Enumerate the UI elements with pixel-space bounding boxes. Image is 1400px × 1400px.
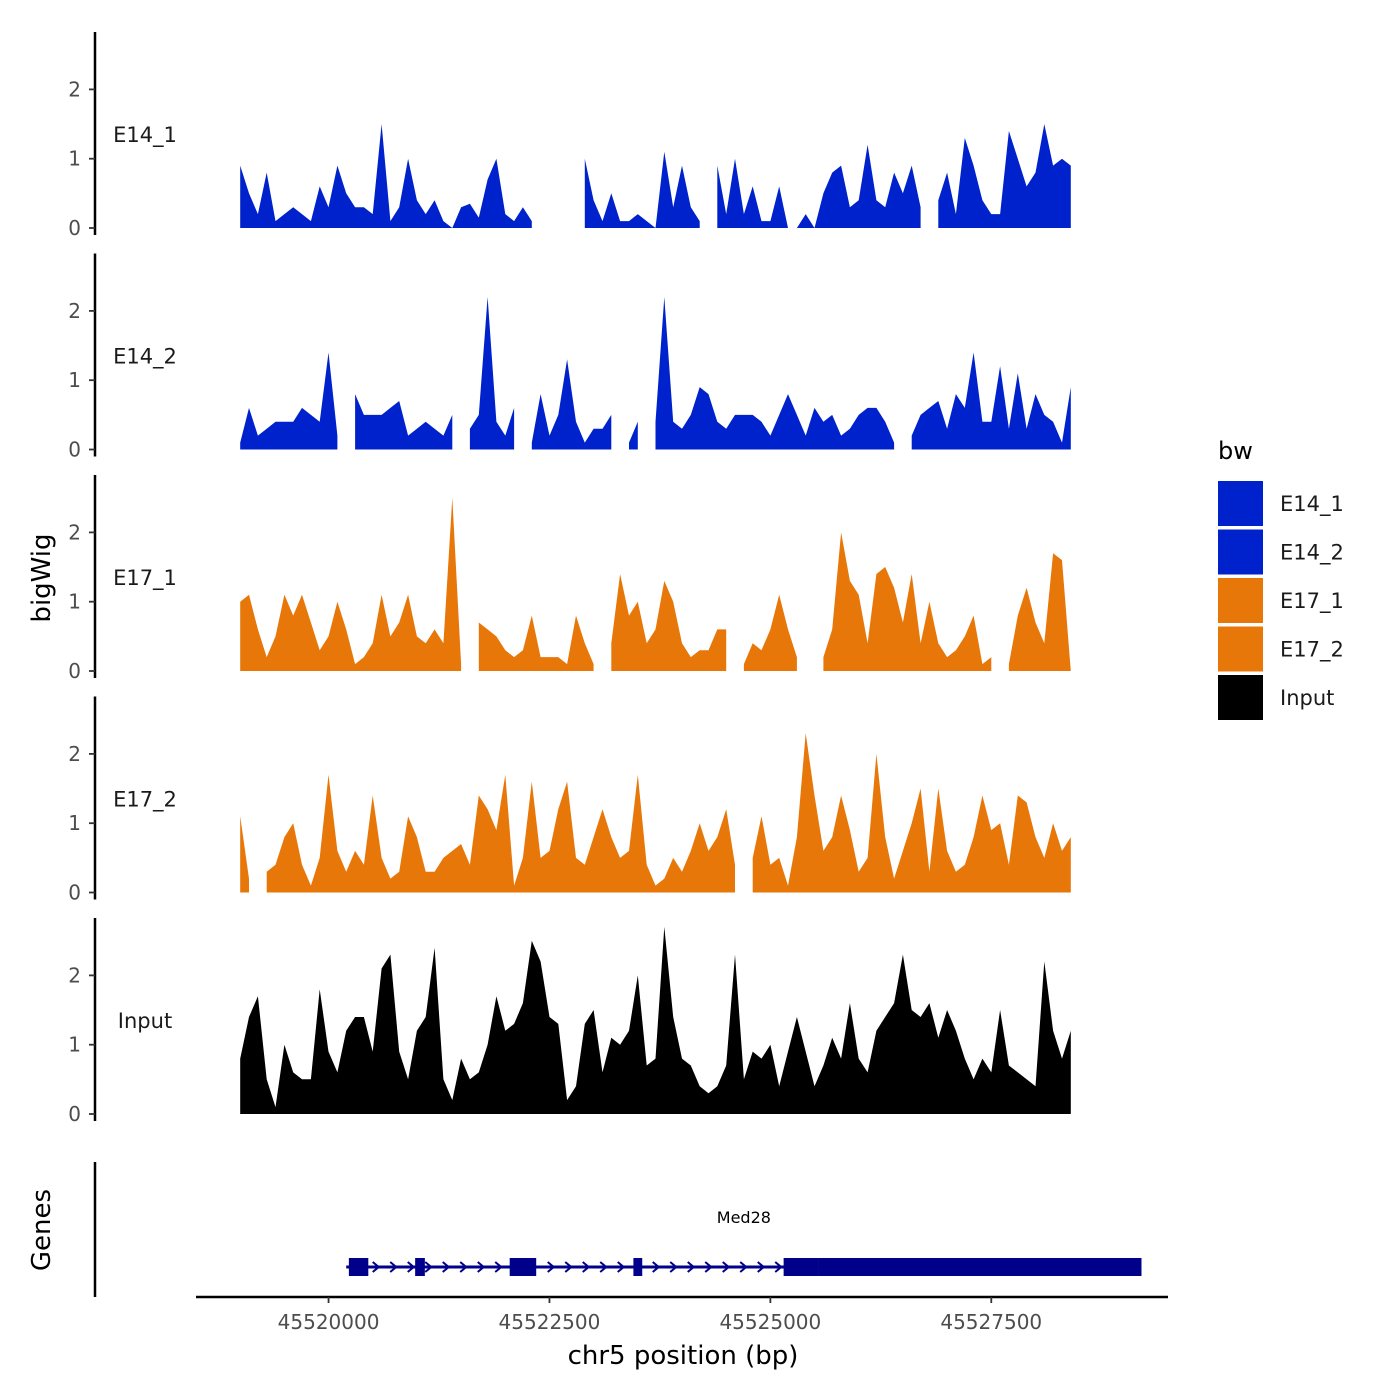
- signal-area-E14_2: [355, 394, 452, 449]
- track-E17_1: 0 1 2 E17_1: [68, 475, 1071, 683]
- legend-label: Input: [1280, 686, 1334, 710]
- x-tick-label: 45525000: [719, 1310, 821, 1334]
- signal-area-E14_2: [629, 422, 638, 450]
- y-tick-label: 1: [68, 147, 81, 171]
- track-label: E17_1: [113, 566, 177, 591]
- legend-label: E14_1: [1280, 492, 1344, 517]
- tracks-layer: 0 1 2 E14_1 0 1 2 E14_2 0 1 2 E17_1 0 1 2 E17_2 0 1 2 Input: [68, 32, 1071, 1126]
- signal-area-E14_2: [470, 297, 514, 450]
- legend-swatch: [1218, 578, 1263, 623]
- y-tick-label: 2: [68, 963, 81, 987]
- signal-area-E14_2: [240, 353, 337, 450]
- legend-swatch: [1218, 675, 1263, 720]
- signal-area-E14_1: [717, 145, 920, 228]
- signal-area-E14_1: [585, 152, 700, 228]
- x-tick-label: 45522500: [499, 1310, 601, 1334]
- gene-exon: [633, 1258, 642, 1276]
- y-axis-title: bigWig: [27, 533, 57, 622]
- legend-item: E17_2: [1218, 627, 1344, 672]
- x-tick-label: 45520000: [278, 1310, 380, 1334]
- gene-track: Med28: [95, 1162, 1141, 1297]
- signal-area-E14_2: [656, 297, 895, 450]
- y-tick-label: 1: [68, 811, 81, 835]
- legend-swatch: [1218, 627, 1263, 672]
- signal-area-E17_1: [240, 498, 461, 671]
- genome-track-chart: 0 1 2 E14_1 0 1 2 E14_2 0 1 2 E17_1 0 1 2 E17_2 0 1 2 Input…: [0, 0, 1400, 1400]
- legend: bw E14_1 E14_2 E17_1 E17_2 Input: [1218, 437, 1344, 720]
- signal-area-E14_2: [532, 359, 612, 449]
- gene-exon: [349, 1258, 368, 1276]
- signal-area-E17_1: [823, 532, 991, 671]
- gene-exon: [784, 1258, 819, 1276]
- y-tick-label: 1: [68, 590, 81, 614]
- genes-axis-title: Genes: [27, 1189, 57, 1271]
- y-tick-label: 1: [68, 1033, 81, 1057]
- y-tick-label: 1: [68, 368, 81, 392]
- x-tick-label: 45527500: [940, 1310, 1042, 1334]
- legend-label: E17_2: [1280, 638, 1344, 663]
- legend-item: E14_1: [1218, 481, 1344, 526]
- legend-label: E14_2: [1280, 541, 1344, 566]
- track-label: Input: [118, 1009, 172, 1033]
- y-tick-label: 0: [68, 881, 81, 905]
- signal-area-E17_2: [240, 816, 249, 892]
- legend-item: E17_1: [1218, 578, 1344, 623]
- y-tick-label: 2: [68, 742, 81, 766]
- y-tick-label: 2: [68, 77, 81, 101]
- legend-swatch: [1218, 530, 1263, 575]
- track-E17_2: 0 1 2 E17_2: [68, 697, 1071, 905]
- legend-item: Input: [1218, 675, 1334, 720]
- signal-area-E14_1: [240, 124, 532, 228]
- track-label: E17_2: [113, 788, 177, 813]
- track-Input: 0 1 2 Input: [68, 918, 1071, 1126]
- legend-title: bw: [1218, 437, 1253, 465]
- signal-area-E17_1: [1009, 553, 1071, 671]
- legend-swatch: [1218, 481, 1263, 526]
- signal-area-E17_2: [753, 733, 1071, 892]
- legend-items: E14_1 E14_2 E17_1 E17_2 Input: [1218, 481, 1344, 720]
- signal-area-E14_2: [912, 353, 1071, 450]
- x-axis: 45520000 45522500 45525000 45527500: [196, 1297, 1168, 1334]
- signal-area-Input: [240, 927, 1071, 1114]
- x-axis-title: chr5 position (bp): [568, 1341, 799, 1371]
- track-label: E14_2: [113, 345, 177, 370]
- legend-item: E14_2: [1218, 530, 1344, 575]
- y-tick-label: 2: [68, 520, 81, 544]
- signal-area-E17_1: [744, 595, 797, 671]
- gene-exon: [415, 1258, 425, 1276]
- y-tick-label: 0: [68, 1102, 81, 1126]
- signal-area-E17_1: [479, 616, 594, 671]
- y-tick-label: 0: [68, 438, 81, 462]
- y-tick-label: 2: [68, 299, 81, 323]
- signal-area-E17_2: [267, 775, 735, 893]
- y-tick-label: 0: [68, 216, 81, 240]
- gene-exon: [819, 1258, 1142, 1276]
- signal-area-E17_1: [611, 574, 726, 671]
- legend-label: E17_1: [1280, 589, 1344, 614]
- track-E14_2: 0 1 2 E14_2: [68, 254, 1071, 462]
- track-label: E14_1: [113, 123, 177, 148]
- signal-area-E14_1: [938, 124, 1071, 228]
- y-tick-label: 0: [68, 659, 81, 683]
- gene-name-label: Med28: [717, 1208, 771, 1227]
- gene-exon: [510, 1258, 537, 1276]
- track-E14_1: 0 1 2 E14_1: [68, 32, 1071, 240]
